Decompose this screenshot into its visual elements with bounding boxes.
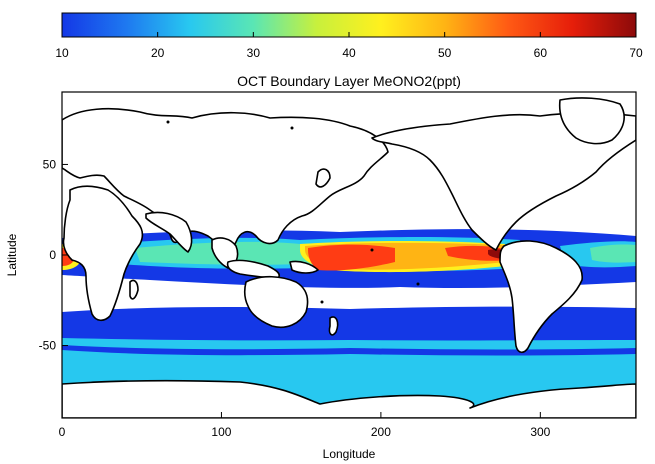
colorbar-tick-label: 40 [342, 46, 356, 60]
colorbar-tick-label: 20 [151, 46, 165, 60]
contour-antarctic-20 [62, 350, 636, 406]
continent-greenland [558, 97, 625, 145]
continent-north-america [371, 112, 636, 251]
contour-tropical-60 [308, 244, 395, 271]
colorbar-tick-label: 50 [438, 46, 452, 60]
continent-australia [243, 275, 309, 328]
y-tick-label: -50 [39, 339, 57, 353]
continent-madagascar [129, 279, 139, 300]
colorbar-tick-label: 60 [534, 46, 548, 60]
colorbar: 10 20 30 40 50 60 70 [55, 12, 643, 60]
y-tick-label: 0 [49, 248, 56, 262]
continent-arabia-india [145, 211, 193, 253]
continent-japan [315, 168, 331, 188]
continent-africa [62, 185, 144, 322]
colorbar-tick-label: 70 [629, 46, 643, 60]
island-marker [166, 120, 170, 124]
continent-antarctica [62, 379, 636, 418]
x-tick-label: 300 [530, 425, 550, 439]
x-tick-label: 0 [59, 425, 66, 439]
y-axis-label: Latitude [5, 233, 19, 276]
island-marker [416, 282, 420, 286]
island-marker [290, 126, 294, 130]
plot-area [62, 92, 636, 418]
x-tick-label: 100 [211, 425, 231, 439]
map-title: OCT Boundary Layer MeONO2(ppt) [237, 73, 461, 89]
x-tick-label: 200 [371, 425, 391, 439]
continent-new-guinea [289, 260, 319, 274]
continent-south-america [499, 240, 583, 354]
island-marker [320, 300, 324, 304]
continent-europe-asia [62, 107, 389, 256]
contour-tropical-30-east [590, 244, 636, 263]
colorbar-ticks: 10 20 30 40 50 60 70 [55, 32, 643, 60]
island-marker [370, 248, 374, 252]
y-tick-label: 50 [43, 157, 57, 171]
continent-new-zealand [328, 316, 339, 336]
x-axis-label: Longitude [323, 447, 376, 461]
continents [62, 97, 636, 418]
x-axis-ticks: 0 100 200 300 [59, 412, 551, 439]
islands [166, 120, 420, 304]
colorbar-tick-label: 10 [55, 46, 69, 60]
y-axis-ticks: 50 0 -50 [39, 157, 68, 353]
colorbar-tick-label: 30 [247, 46, 261, 60]
